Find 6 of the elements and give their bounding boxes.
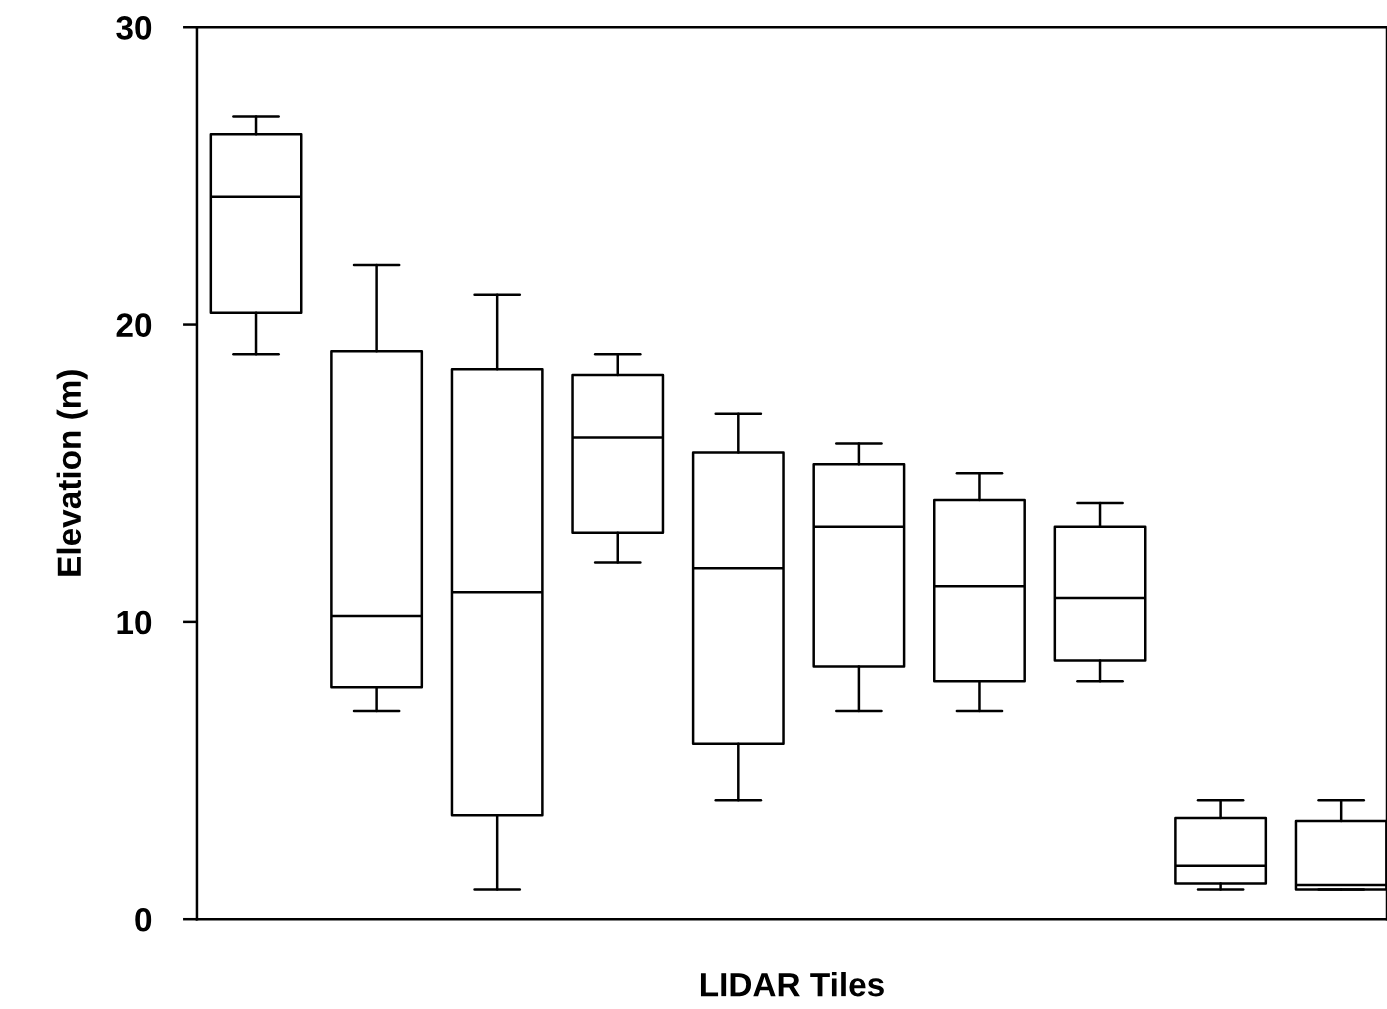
y-tick-label: 10 bbox=[117, 610, 152, 635]
y-tick-label: 0 bbox=[135, 908, 152, 932]
y-axis-title: Elevation (m) bbox=[56, 370, 88, 576]
x-axis-title: LIDAR Tiles bbox=[700, 971, 884, 997]
y-tick-label: 30 bbox=[116, 16, 152, 40]
y-tick-label: 20 bbox=[116, 313, 152, 337]
